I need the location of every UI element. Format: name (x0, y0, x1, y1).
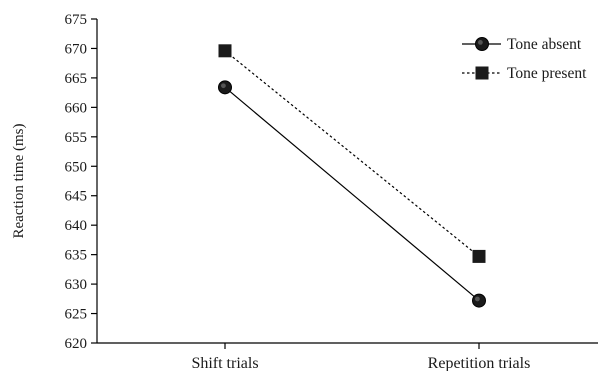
y-tick-label: 665 (65, 71, 88, 87)
legend-label: Tone present (507, 65, 587, 82)
legend-square-marker (475, 66, 489, 80)
y-ticks: 620 625 630 635 640 645 650 655 660 665 670 675 (65, 12, 97, 352)
data-point-square (218, 44, 232, 58)
x-category-label: Shift trials (191, 355, 258, 371)
y-tick-label: 640 (65, 218, 88, 234)
legend-label: Tone absent (507, 36, 582, 53)
legend-circle-marker-highlight (478, 40, 483, 45)
data-point-circle-highlight (221, 83, 226, 89)
x-ticks: Shift trials Repetition trials (191, 343, 530, 371)
axes (96, 19, 598, 344)
y-axis-title: Reaction time (ms) (11, 124, 27, 239)
y-tick-label: 670 (65, 41, 88, 57)
series-layer (218, 44, 486, 308)
y-tick-label: 630 (65, 277, 88, 293)
y-tick-label: 650 (65, 159, 88, 175)
legend: Tone absent Tone present (462, 36, 587, 82)
y-tick-label: 655 (65, 130, 88, 146)
data-point-square (472, 249, 486, 263)
y-tick-label: 645 (65, 189, 88, 205)
series-line-2 (224, 50, 480, 257)
y-tick-label: 625 (65, 307, 88, 323)
data-point-circle-highlight (475, 296, 480, 302)
y-tick-label: 620 (65, 336, 88, 352)
y-tick-label: 660 (65, 100, 88, 116)
y-tick-label: 675 (65, 12, 88, 28)
x-category-label: Repetition trials (428, 355, 531, 371)
series-line-1 (224, 86, 480, 302)
y-tick-label: 635 (65, 248, 88, 264)
